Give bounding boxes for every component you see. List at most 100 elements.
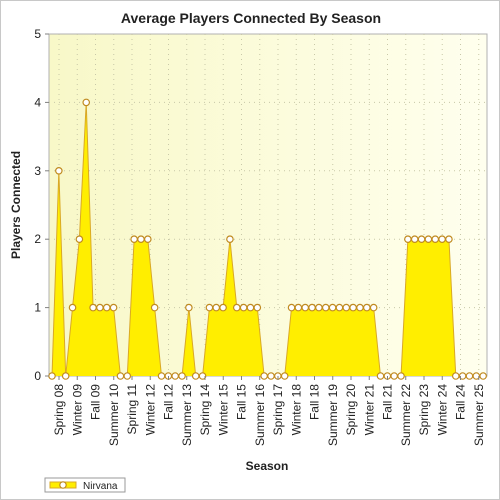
data-point <box>123 372 132 380</box>
data-point <box>335 303 344 312</box>
data-point <box>68 303 77 312</box>
data-point <box>390 372 398 380</box>
data-point <box>109 303 118 312</box>
data-point <box>438 235 446 244</box>
x-tick-label: Winter 24 <box>435 384 449 436</box>
data-point <box>294 303 303 312</box>
data-point <box>157 372 166 380</box>
data-point <box>479 372 487 380</box>
x-tick-label: Summer 10 <box>107 384 121 446</box>
x-tick-label: Summer 19 <box>326 384 340 446</box>
data-point <box>150 303 159 312</box>
data-point <box>239 303 248 312</box>
data-point <box>144 235 152 244</box>
y-tick-label: 1 <box>34 301 41 315</box>
data-point <box>75 235 84 244</box>
data-point <box>349 303 357 312</box>
data-point <box>363 303 371 312</box>
data-point <box>48 372 56 380</box>
data-point <box>260 372 268 380</box>
y-axis-title: Players Connected <box>9 151 23 259</box>
x-tick-label: Spring 20 <box>344 384 358 436</box>
data-point <box>356 303 364 312</box>
x-tick-label: Winter 21 <box>362 384 376 436</box>
y-tick-label: 3 <box>34 164 41 178</box>
data-point <box>280 372 289 380</box>
data-point <box>253 303 262 312</box>
series-points-layer <box>48 98 487 380</box>
y-tick-label: 5 <box>34 27 41 41</box>
data-point <box>369 303 378 312</box>
data-point <box>424 235 433 244</box>
data-point <box>342 303 351 312</box>
x-tick-label: Fall 18 <box>308 384 322 420</box>
data-point <box>205 303 214 312</box>
x-tick-label: Spring 23 <box>417 384 431 436</box>
x-tick-label: Fall 15 <box>235 384 249 420</box>
data-point <box>61 372 70 380</box>
x-tick-label: Summer 25 <box>472 384 486 446</box>
data-point <box>102 303 111 312</box>
x-tick-label: Fall 09 <box>89 384 103 420</box>
data-point <box>137 235 145 244</box>
data-point <box>376 372 385 380</box>
data-point <box>212 303 221 312</box>
data-point <box>232 303 241 312</box>
x-tick-label: Fall 21 <box>381 384 395 420</box>
x-tick-label: Summer 22 <box>399 384 413 446</box>
data-point <box>219 303 227 312</box>
data-point <box>431 235 440 244</box>
legend-marker <box>59 481 67 489</box>
legend-label: Nirvana <box>83 481 118 492</box>
x-tick-label: Fall 24 <box>454 384 468 420</box>
chart-title: Average Players Connected By Season <box>121 10 381 26</box>
data-point <box>171 372 179 380</box>
x-tick-label: Spring 14 <box>198 384 212 436</box>
data-point <box>185 303 193 312</box>
x-tick-label: Winter 12 <box>143 384 157 436</box>
data-point <box>445 235 453 244</box>
data-point <box>191 372 200 380</box>
x-tick-label: Summer 16 <box>253 384 267 446</box>
data-point <box>321 303 330 312</box>
data-point <box>267 372 275 380</box>
y-axis-ticks: 0 1 2 3 4 5 <box>34 27 49 383</box>
data-point <box>226 235 234 244</box>
data-point <box>55 167 63 175</box>
x-tick-label: Fall 12 <box>162 384 176 420</box>
data-point <box>89 303 97 312</box>
data-point <box>308 303 316 312</box>
data-point <box>404 235 412 244</box>
data-point <box>178 372 186 380</box>
data-point <box>287 303 296 312</box>
data-point <box>315 303 323 312</box>
x-axis-ticks: Spring 08 Winter 09 Fall 09 Summer 10 Spring… <box>52 376 486 446</box>
data-point <box>96 303 104 312</box>
x-tick-label: Spring 08 <box>52 384 66 436</box>
data-point <box>198 372 207 380</box>
data-point <box>82 98 91 107</box>
x-tick-label: Spring 11 <box>125 384 139 435</box>
x-tick-label: Summer 13 <box>180 384 194 446</box>
data-point <box>130 235 138 244</box>
x-tick-label: Winter 09 <box>70 384 84 436</box>
data-point <box>328 303 337 312</box>
data-point <box>116 372 125 380</box>
y-tick-label: 4 <box>34 95 41 109</box>
data-point <box>410 235 419 244</box>
data-point <box>301 303 310 312</box>
x-axis-title: Season <box>246 459 289 473</box>
data-point <box>451 372 460 380</box>
x-tick-label: Winter 18 <box>289 384 303 436</box>
legend: Nirvana <box>44 477 126 493</box>
data-point <box>246 303 255 312</box>
x-tick-label: Spring 17 <box>271 384 285 436</box>
data-point <box>417 235 426 244</box>
y-tick-label: 0 <box>34 369 41 383</box>
data-point <box>465 372 474 380</box>
data-point <box>397 372 405 380</box>
y-tick-label: 2 <box>34 232 41 246</box>
x-tick-label: Winter 15 <box>216 384 230 436</box>
